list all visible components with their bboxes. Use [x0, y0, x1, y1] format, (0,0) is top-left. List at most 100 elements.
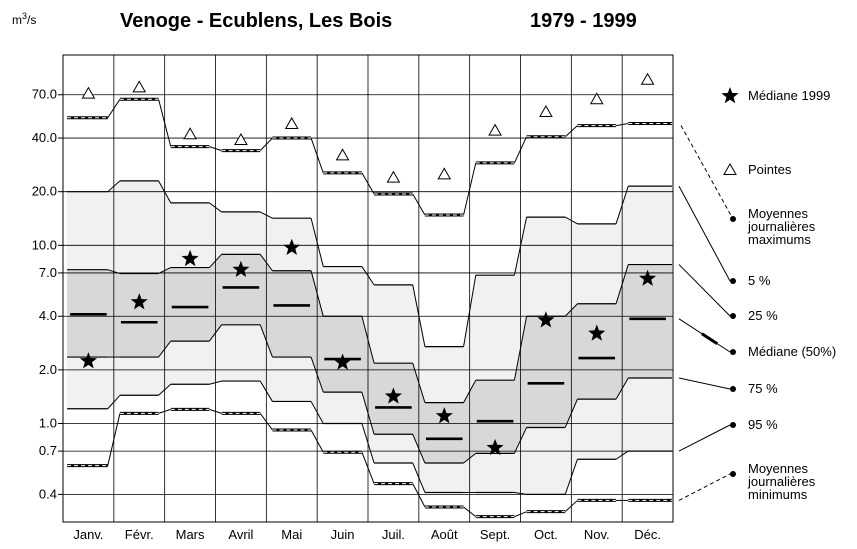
x-tick-label: Juil. [382, 527, 405, 542]
step-connector [310, 218, 324, 267]
leader-line [678, 185, 731, 282]
chart-title: Venoge - Ecublens, Les Bois [120, 10, 392, 32]
legend-label: Médiane (50%) [748, 344, 837, 359]
triangle-marker [640, 72, 655, 85]
step-connector [513, 136, 528, 164]
step-connector [209, 202, 222, 213]
step-connector [361, 316, 375, 364]
step-connector [615, 377, 629, 400]
star-marker [283, 238, 301, 255]
step-connector [463, 452, 477, 464]
step-connector [209, 254, 222, 268]
step-connector [107, 269, 121, 274]
step-connector [208, 324, 223, 342]
x-tick-label: Oct. [534, 527, 558, 542]
x-tick-label: Janv. [73, 527, 103, 542]
step-connector [310, 137, 324, 174]
legend-label: Médiane 1999 [748, 88, 831, 103]
star-marker [639, 269, 657, 286]
step-connector [107, 413, 121, 466]
step-connector [259, 137, 273, 151]
legend-label: 25 % [748, 308, 778, 323]
step-connector [259, 324, 273, 358]
step-connector [158, 180, 172, 204]
step-connector [564, 398, 578, 428]
step-connector [615, 450, 629, 460]
y-tick-label: 0.7 [39, 443, 57, 458]
legend-bullet [730, 386, 736, 392]
y-tick-label: 20.0 [32, 184, 57, 199]
step-connector [564, 500, 578, 513]
step-connector [615, 185, 629, 224]
star-marker [435, 407, 453, 424]
step-connector [361, 172, 375, 195]
legend-bullet [730, 471, 736, 477]
star-marker [334, 353, 352, 370]
star-marker [588, 324, 606, 341]
triangle-marker [183, 127, 197, 140]
step-connector [463, 275, 477, 347]
star-marker [232, 260, 250, 277]
step-connector [513, 427, 528, 454]
step-connector [463, 506, 477, 518]
legend-bullet [730, 216, 736, 222]
triangle-marker [589, 92, 604, 105]
plot-frame [62, 54, 674, 523]
leader-line [678, 424, 731, 452]
x-tick-label: Févr. [125, 527, 154, 542]
star-marker [130, 293, 148, 310]
step-connector [412, 284, 426, 347]
triangle-marker [234, 133, 248, 146]
legend-triangle [723, 162, 737, 175]
legend-label: 5 % [748, 273, 771, 288]
step-connector [158, 383, 172, 396]
legend-label: 75 % [748, 381, 778, 396]
unit-sup: 3 [22, 11, 27, 21]
step-connector [412, 363, 426, 403]
leader-line [678, 264, 731, 317]
step-connector [310, 401, 324, 424]
legend-label: Moyennes journalières maximums [748, 206, 816, 247]
step-connector [412, 483, 426, 508]
legend-bullet [730, 422, 736, 428]
step-connector [514, 511, 527, 518]
step-connector [107, 99, 121, 119]
step-connector [615, 122, 629, 127]
grid [63, 55, 673, 522]
step-connector [310, 356, 324, 393]
step-connector [158, 408, 171, 414]
step-connector [564, 459, 578, 495]
legend-bullet [730, 278, 736, 284]
step-connector [564, 125, 578, 138]
triangle-marker [539, 105, 553, 118]
y-tick-label: 2.0 [39, 362, 57, 377]
step-connector [259, 380, 273, 402]
triangle-marker [81, 86, 96, 99]
x-tick-label: Nov. [584, 527, 610, 542]
step-connector [361, 423, 375, 464]
step-connector [158, 267, 171, 274]
y-tick-label: 4.0 [39, 308, 57, 323]
step-connector [564, 303, 578, 317]
legend-label: Moyennes journalières minimums [748, 461, 816, 502]
step-connector [209, 146, 222, 152]
step-connector [158, 340, 172, 358]
leader-line [678, 377, 731, 390]
step-connector [209, 380, 222, 385]
step-connector [107, 180, 121, 193]
step-connector [412, 462, 426, 493]
x-tick-label: Mars [176, 527, 205, 542]
y-tick-label: 70.0 [32, 87, 57, 102]
triangle-marker [386, 170, 401, 183]
legend-label: Pointes [748, 162, 792, 177]
step-connector [361, 266, 375, 286]
step-connector [615, 264, 629, 304]
triangle-marker [284, 116, 299, 129]
step-connector [564, 216, 578, 225]
star-marker [181, 249, 199, 267]
y-tick-label: 40.0 [32, 130, 57, 145]
x-tick-label: Déc. [634, 527, 661, 542]
x-tick-label: Sept. [480, 527, 510, 542]
legend-bullet [730, 313, 736, 319]
